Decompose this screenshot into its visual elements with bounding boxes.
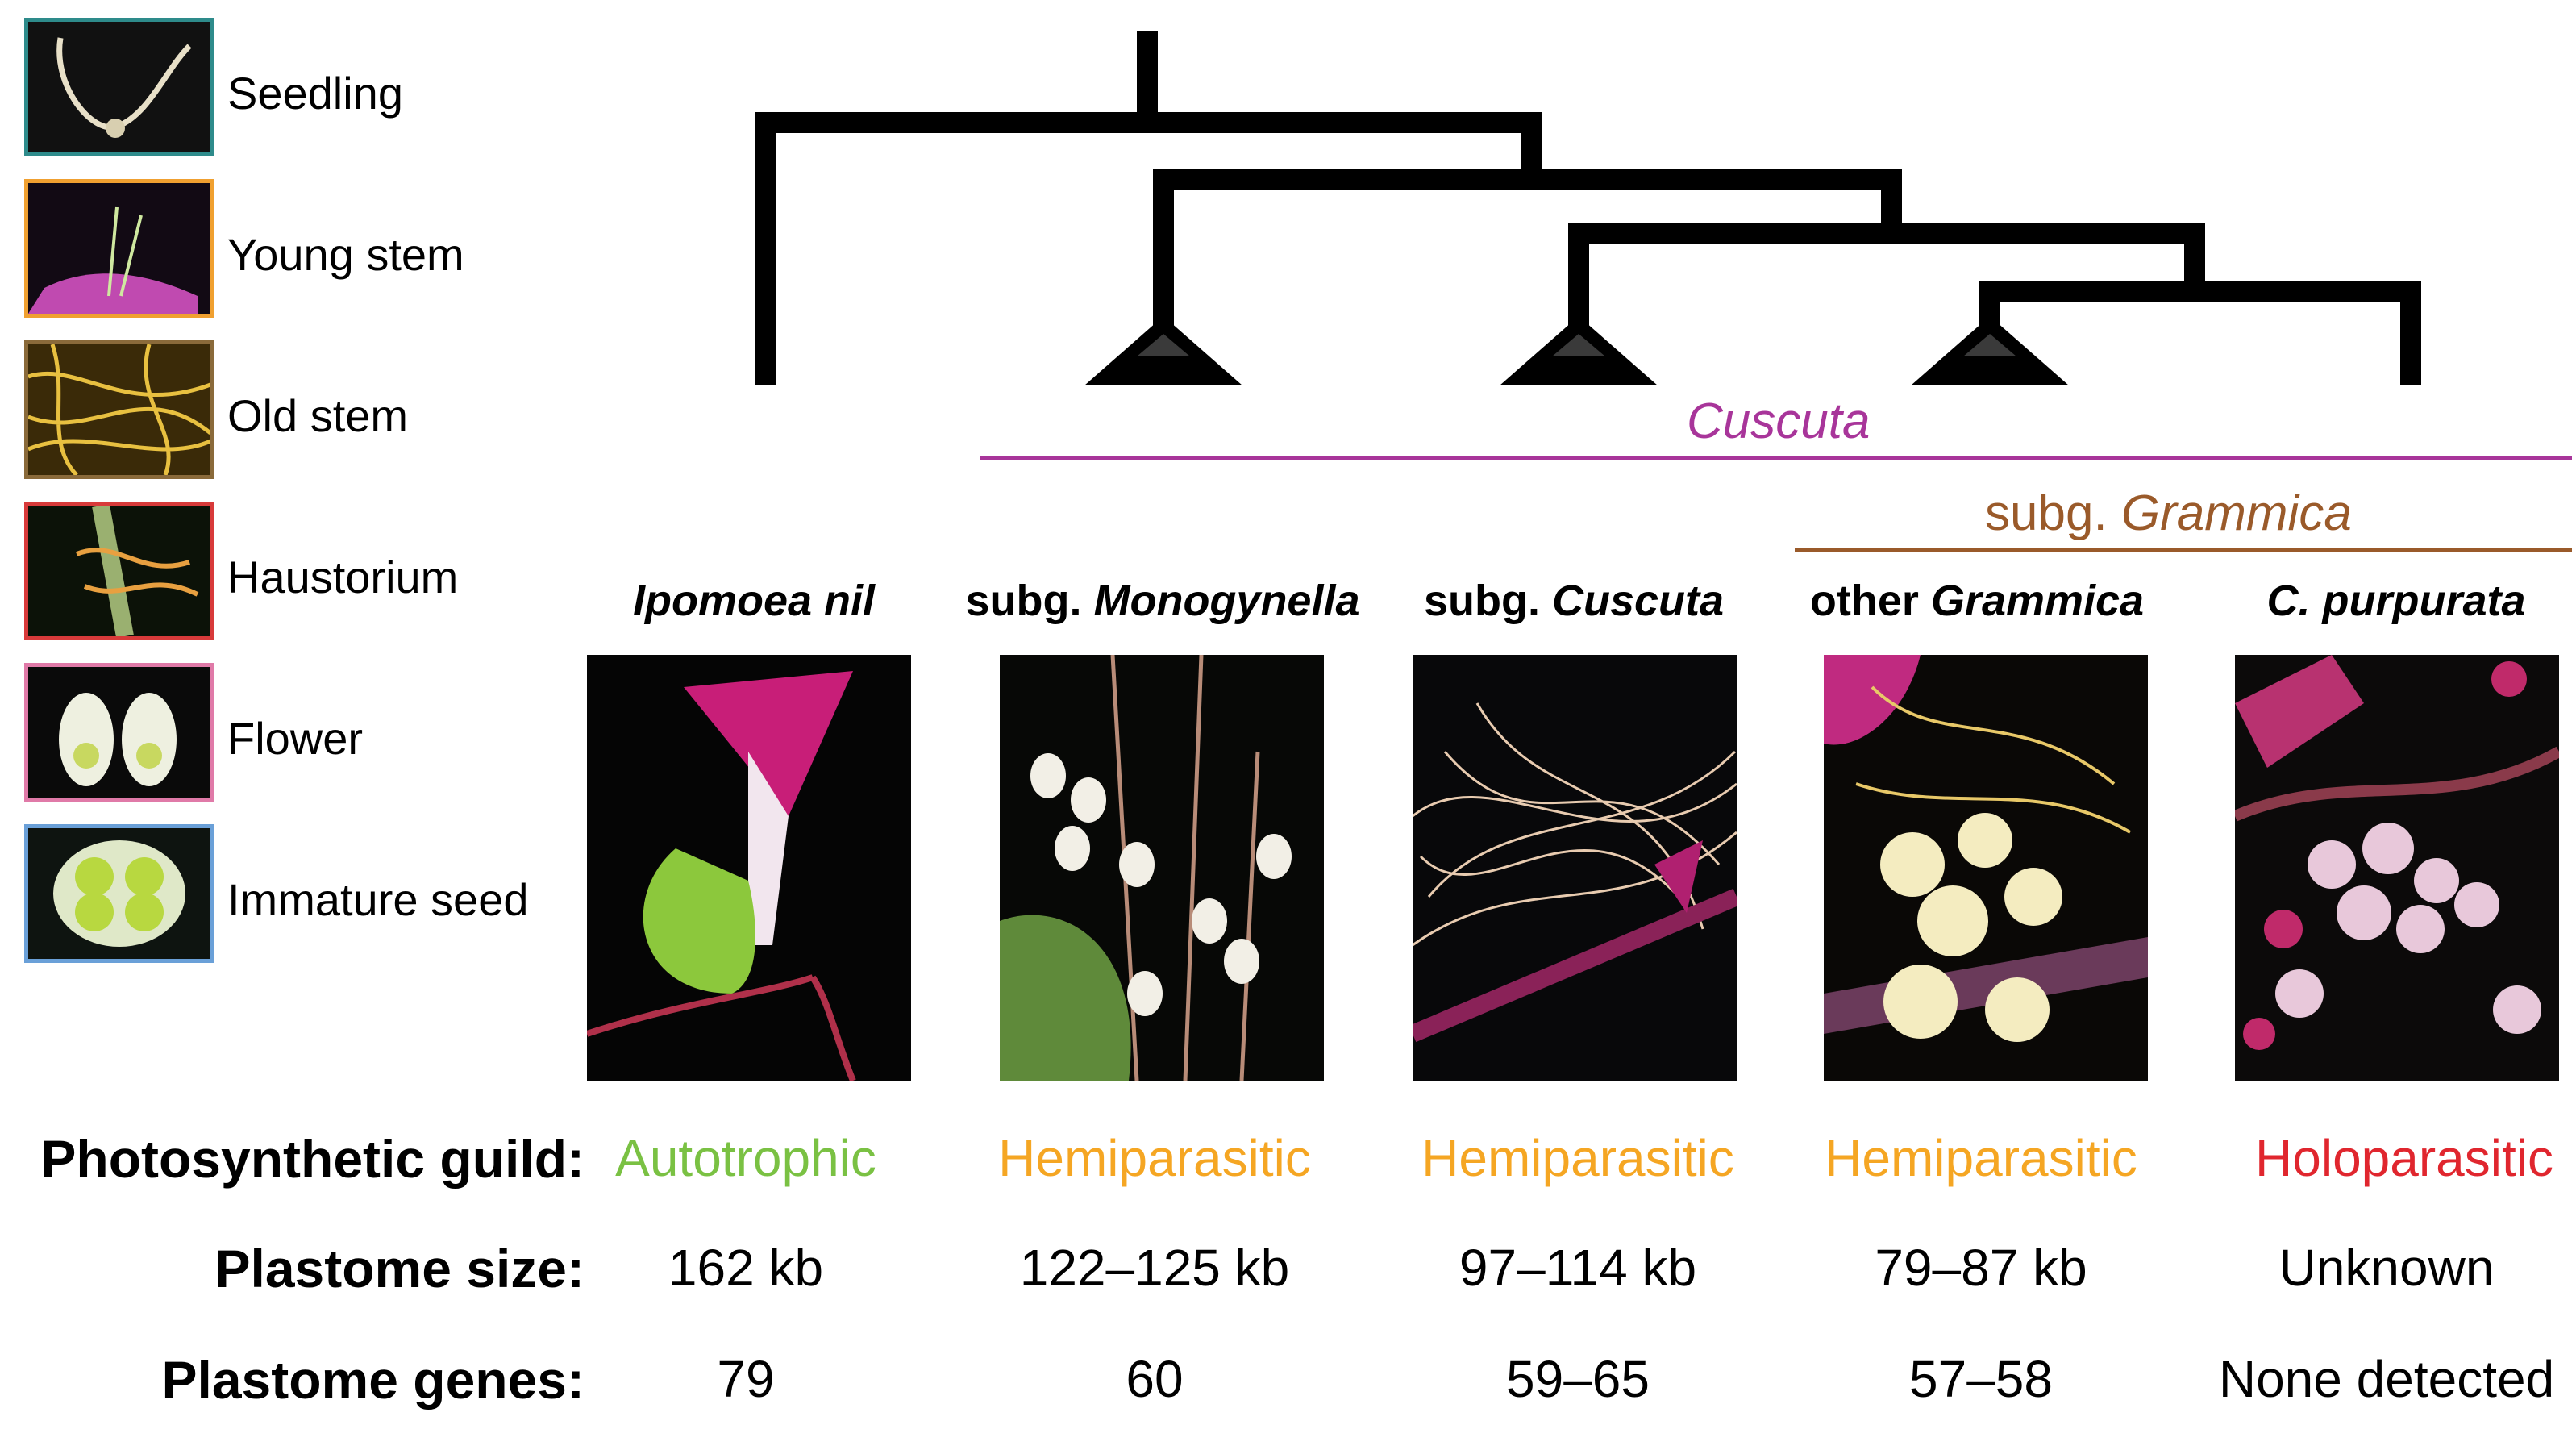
seedling-thumbnail <box>24 18 214 156</box>
genes-monogynella: 60 <box>1126 1350 1184 1408</box>
haustorium-thumbnail <box>24 502 214 640</box>
taxon-c-purpurata: C. purpurata <box>2266 577 2526 625</box>
photo-other-grammica <box>1824 655 2148 1081</box>
genes-subg-cuscuta: 59–65 <box>1506 1350 1650 1408</box>
row-label-photosynthetic-guild: Photosynthetic guild: <box>40 1129 585 1189</box>
legend-label-flower: Flower <box>227 713 364 764</box>
tree-node-4 <box>1979 281 2421 385</box>
taxon-subg-cuscuta: subg. Cuscuta <box>1423 577 1725 625</box>
size-monogynella: 122–125 kb <box>1019 1239 1290 1297</box>
photo-monogynella <box>1000 655 1324 1081</box>
row-label-plastome-genes: Plastome genes: <box>161 1350 585 1410</box>
guild-c-purpurata: Holoparasitic <box>2255 1129 2553 1187</box>
photo-subg-cuscuta <box>1413 655 1737 1081</box>
taxon-monogynella: subg. Monogynella <box>965 577 1360 625</box>
genes-ipomoea-nil: 79 <box>717 1350 775 1408</box>
genes-other-grammica: 57–58 <box>1909 1350 2053 1408</box>
young-stem-thumbnail <box>24 179 214 318</box>
tree-node-2 <box>1153 169 1902 332</box>
legend-label-immature-seed: Immature seed <box>227 874 529 925</box>
cuscuta-clade-label: Cuscuta <box>1687 394 1871 449</box>
old-stem-thumbnail <box>24 340 214 479</box>
size-subg-cuscuta: 97–114 kb <box>1459 1239 1697 1297</box>
photo-ipomoea-nil <box>587 655 911 1081</box>
photo-c-purpurata <box>2235 655 2559 1081</box>
size-other-grammica: 79–87 kb <box>1875 1239 2087 1297</box>
row-label-plastome-size: Plastome size: <box>214 1239 585 1298</box>
tree-node-3 <box>1568 223 2205 332</box>
guild-monogynella: Hemiparasitic <box>998 1129 1311 1187</box>
grammica-clade-label: subg. Grammica <box>1985 485 2352 541</box>
guild-subg-cuscuta: Hemiparasitic <box>1421 1129 1734 1187</box>
guild-ipomoea-nil: Autotrophic <box>615 1129 876 1187</box>
phylogenetic-tree <box>755 31 2572 552</box>
tree-node-1 <box>755 112 1542 385</box>
taxon-other-grammica: other Grammica <box>1809 577 2145 625</box>
guild-other-grammica: Hemiparasitic <box>1825 1129 2137 1187</box>
immature-seed-thumbnail <box>24 824 214 963</box>
genes-c-purpurata: None detected <box>2218 1350 2555 1408</box>
size-ipomoea-nil: 162 kb <box>668 1239 824 1297</box>
legend-label-seedling: Seedling <box>227 68 403 119</box>
flower-thumbnail <box>24 663 214 802</box>
taxon-ipomoea-nil: Ipomoea nil <box>632 577 876 625</box>
size-c-purpurata: Unknown <box>2278 1239 2495 1297</box>
legend-label-young-stem: Young stem <box>227 229 464 280</box>
legend-label-old-stem: Old stem <box>227 390 409 441</box>
legend-label-haustorium: Haustorium <box>227 552 459 602</box>
